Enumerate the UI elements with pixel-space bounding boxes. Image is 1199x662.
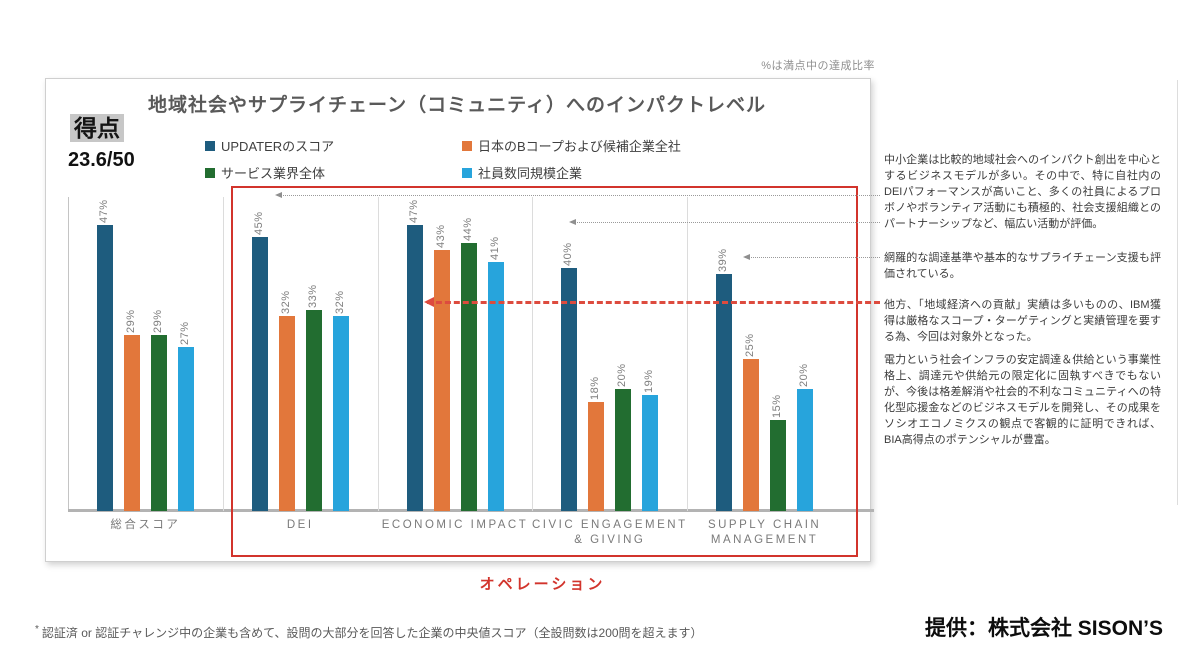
legend-label: 社員数同規模企業 xyxy=(478,166,583,181)
annotation-economic-impact: 他方、「地域経済への貢献」実績は多いものの、IBM獲得は厳格なスコープ・ターゲテ… xyxy=(884,299,1161,343)
annotation-supply-chain: 網羅的な調達基準や基本的なサプライチェーン支援も評価されている。 xyxy=(884,252,1161,280)
legend-label: 日本のBコープおよび候補企業全社 xyxy=(478,139,681,154)
bar xyxy=(177,347,194,511)
bar-value-label: 29% xyxy=(151,309,164,333)
annotation-potential: 電力という社会インフラの安定調達＆供給という事業性格上、調達元や供給元の限定化に… xyxy=(884,354,1161,446)
bar xyxy=(251,237,268,511)
connector-dotted-civic xyxy=(569,219,880,225)
connector-dashed-economic-impact xyxy=(424,297,880,307)
score-label: 得点 xyxy=(70,114,124,143)
bar xyxy=(797,389,814,511)
legend-label: UPDATERのスコア xyxy=(221,139,335,154)
connector-dotted-dei xyxy=(275,192,880,198)
operation-highlight-box xyxy=(231,186,858,557)
category-separator xyxy=(687,197,689,511)
footnote-asterisk: * xyxy=(35,624,39,635)
arrow-left-icon xyxy=(743,254,750,260)
y-axis-line xyxy=(68,197,69,511)
legend-item-bcorp: 日本のBコープおよび候補企業全社 xyxy=(462,136,681,155)
bar xyxy=(588,402,605,511)
bar-value-label: 29% xyxy=(124,309,137,333)
bar xyxy=(487,262,504,511)
category-separator xyxy=(532,197,534,511)
bar xyxy=(716,274,733,511)
legend-item-updater: UPDATERのスコア xyxy=(205,136,334,155)
legend-label: サービス業界全体 xyxy=(221,166,326,181)
bar xyxy=(615,389,632,511)
bar xyxy=(743,359,760,511)
credit-line: 提供：株式会社 SISON’S xyxy=(924,617,1163,640)
legend-marker-orange xyxy=(462,140,472,151)
bar xyxy=(96,225,113,511)
bar xyxy=(332,316,349,511)
footnote-text: 認証済 or 認証チャレンジ中の企業も含めて、設問の大部分を回答した企業の中央値… xyxy=(41,626,703,640)
bar-value-label: 47% xyxy=(97,199,110,223)
bar xyxy=(278,316,295,511)
legend-item-service-industry: サービス業界全体 xyxy=(205,163,325,182)
category-label: SUPPLY CHAIN MANAGEMENT xyxy=(707,519,822,546)
percent-definition-note: %は満点中の達成比率 xyxy=(761,60,875,72)
operation-label: オペレーション xyxy=(479,576,606,593)
right-column-divider xyxy=(1177,80,1178,505)
arrow-left-icon xyxy=(424,297,434,307)
bar-value-label: 27% xyxy=(178,321,191,345)
legend-marker-green xyxy=(205,167,215,178)
category-separator xyxy=(222,197,224,511)
bar xyxy=(770,420,787,511)
legend-marker-light-blue xyxy=(462,167,472,178)
bar xyxy=(433,250,450,511)
bar xyxy=(150,335,167,511)
bar xyxy=(123,335,140,511)
bar xyxy=(460,243,477,511)
bar xyxy=(406,225,423,511)
bar xyxy=(305,310,322,511)
category-label: 総合スコア xyxy=(110,519,181,531)
annotation-dei: 中小企業は比較的地域社会へのインパクト創出を中心とするビジネスモデルが多い。その… xyxy=(884,154,1161,230)
chart-title: 地域社会やサプライチェーン（コミュニティ）へのインパクトレベル xyxy=(148,95,766,116)
score-value: 23.6/50 xyxy=(68,149,135,171)
bar xyxy=(561,268,578,511)
bar xyxy=(642,395,659,511)
arrow-left-icon xyxy=(569,219,576,225)
category-label: DEI xyxy=(286,519,314,531)
arrow-left-icon xyxy=(275,192,282,198)
footnote: * 認証済 or 認証チャレンジ中の企業も含めて、設問の大部分を回答した企業の中央… xyxy=(35,624,703,641)
category-separator xyxy=(377,197,379,511)
connector-dotted-supply-chain xyxy=(743,254,880,260)
category-label: CIVIC ENGAGEMENT & GIVING xyxy=(531,519,688,546)
legend-item-same-size: 社員数同規模企業 xyxy=(462,163,582,182)
legend-marker-dark-blue xyxy=(205,140,215,151)
category-label: ECONOMIC IMPACT xyxy=(381,519,529,531)
